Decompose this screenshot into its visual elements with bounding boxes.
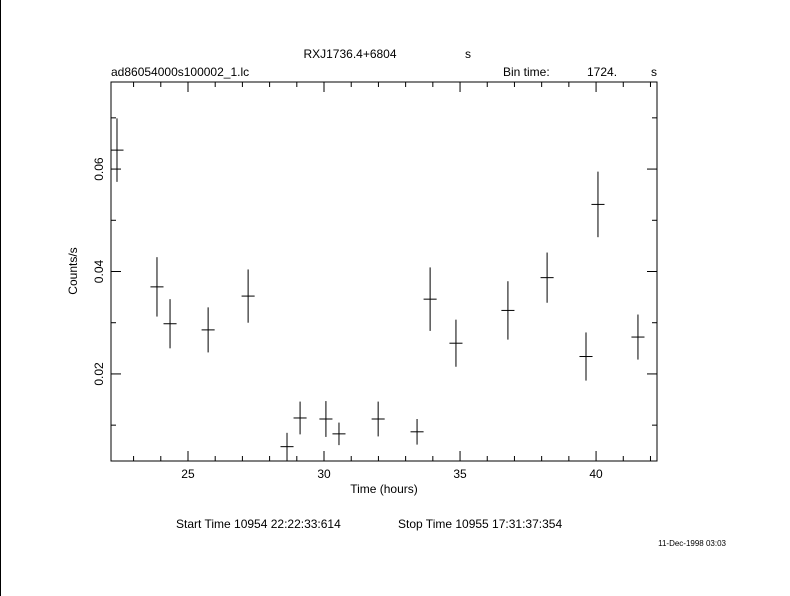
x-axis-label: Time (hours) bbox=[350, 482, 418, 496]
stop-time: Stop Time 10955 17:31:37:354 bbox=[398, 517, 562, 531]
y-axis-label: Counts/s bbox=[66, 247, 80, 294]
x-tick-label: 35 bbox=[453, 467, 467, 481]
x-tick-label: 25 bbox=[181, 467, 195, 481]
x-tick-label: 30 bbox=[317, 467, 331, 481]
bin-time-label: Bin time: bbox=[503, 65, 550, 79]
x-tick-label: 40 bbox=[589, 467, 603, 481]
y-tick-label: 0.04 bbox=[92, 259, 106, 283]
chart-title: RXJ1736.4+6804 bbox=[303, 47, 396, 61]
title-suffix: s bbox=[465, 47, 471, 61]
timestamp: 11-Dec-1998 03:03 bbox=[658, 539, 726, 548]
subtitle: ad86054000s100002_1.lc bbox=[111, 65, 249, 79]
start-time: Start Time 10954 22:22:33:614 bbox=[176, 517, 341, 531]
y-tick-label: 0.02 bbox=[92, 362, 106, 386]
bin-time-unit: s bbox=[651, 65, 657, 79]
bin-time: 1724. bbox=[587, 65, 617, 79]
y-tick-label: 0.06 bbox=[92, 157, 106, 181]
